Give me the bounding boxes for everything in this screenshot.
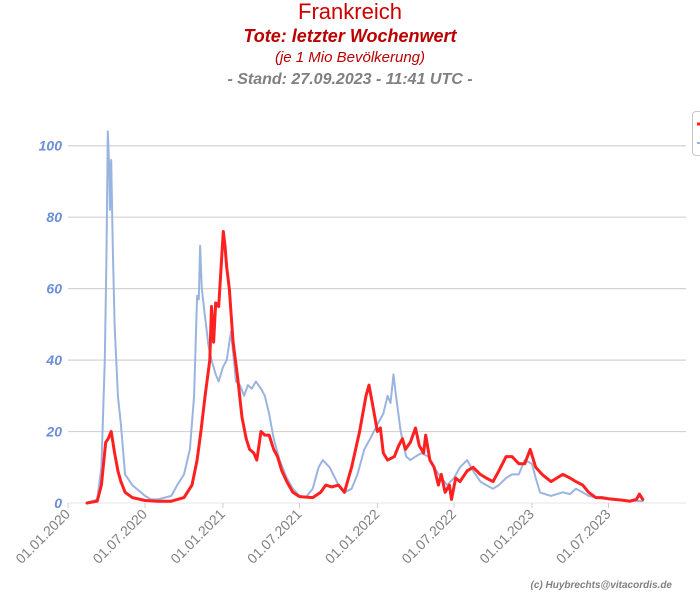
chart-header: Frankreich Tote: letzter Wochenwert (je … — [0, 0, 700, 90]
x-tick-label: 01.01.2020 — [12, 506, 73, 567]
y-tick-label: 20 — [45, 424, 62, 440]
legend-swatches — [697, 122, 700, 144]
chart-subtitle: Tote: letzter Wochenwert — [243, 26, 457, 46]
x-tick-label: 01.07.2023 — [553, 506, 614, 567]
x-tick-label: 01.01.2023 — [476, 506, 537, 567]
chart-stand-timestamp: - Stand: 27.09.2023 - 11:41 UTC - — [227, 71, 473, 88]
y-tick-label: 80 — [46, 209, 62, 225]
y-tick-label: 40 — [45, 352, 62, 368]
x-tick-label: 01.01.2022 — [322, 506, 383, 567]
x-tick-label: 01.01.2021 — [167, 506, 228, 567]
series-line-red — [85, 230, 645, 505]
chart-title: Frankreich — [298, 0, 402, 24]
y-tick-label: 60 — [46, 281, 62, 297]
series-line-blue — [86, 130, 644, 504]
legend — [692, 111, 700, 156]
x-tick-label: 01.07.2022 — [398, 506, 459, 567]
x-tick-label: 01.07.2021 — [244, 506, 305, 567]
chart-unit-note: (je 1 Mio Bevölkerung) — [274, 49, 426, 66]
credit-text: (c) Huybrechts@vitacordis.de — [530, 580, 672, 591]
x-tick-label: 01.07.2020 — [89, 506, 150, 567]
y-tick-label: 0 — [54, 495, 62, 511]
y-tick-label: 100 — [39, 138, 63, 154]
